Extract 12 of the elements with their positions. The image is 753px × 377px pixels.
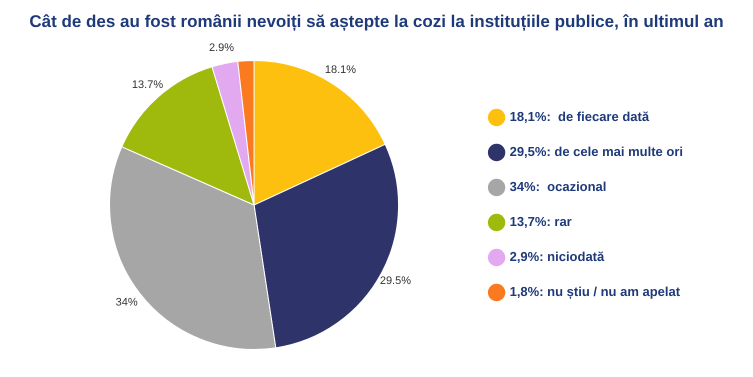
data-label: 2.9% bbox=[208, 42, 234, 54]
legend-label: 2,9%: niciodată bbox=[510, 249, 605, 264]
data-label: 29.5% bbox=[380, 275, 412, 288]
data-label: 18.1% bbox=[324, 64, 356, 76]
data-label: 34% bbox=[116, 296, 138, 309]
chart-title: Cât de des au fost românii nevoiți să aștepte la cozi la instituțiile publice, în ultimul an bbox=[28, 12, 725, 32]
legend-label: 1,8%: nu știu / nu am apelat bbox=[510, 284, 681, 300]
legend-label: 29,5%: de cele mai multe ori bbox=[510, 144, 683, 160]
legend-label: 18,1%: de fiecare dată bbox=[510, 109, 650, 124]
legend-label: 34%: ocazional bbox=[510, 179, 606, 194]
data-label: 13.7% bbox=[132, 78, 164, 91]
legend-label: 13,7%: rar bbox=[510, 214, 572, 230]
